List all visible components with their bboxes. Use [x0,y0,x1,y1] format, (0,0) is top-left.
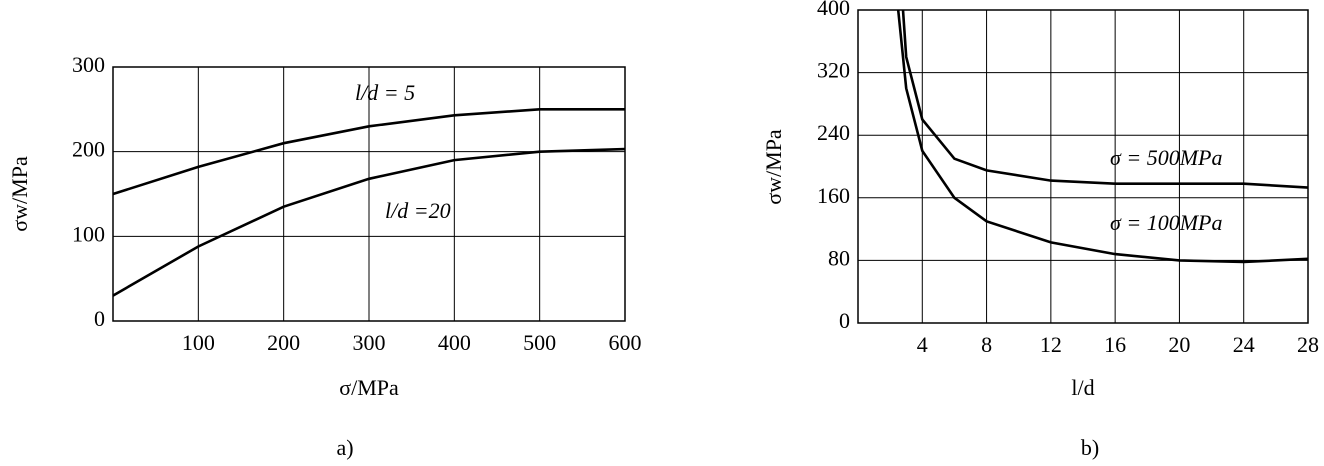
x-tick-label: 100 [182,330,215,355]
x-tick-label: 20 [1168,332,1190,357]
curve-label: σ = 100MPa [1110,210,1222,235]
y-axis-label: σw/MPa [761,129,786,205]
x-tick-label: 16 [1104,332,1126,357]
plot-frame [857,9,1309,324]
y-tick-label: 80 [828,245,850,270]
x-axis-label: σ/MPa [339,375,399,400]
x-tick-label: 300 [353,330,386,355]
x-tick-label: 12 [1040,332,1062,357]
curve [901,9,1309,189]
curve-label: σ = 500MPa [1110,145,1222,170]
y-tick-label: 400 [817,0,850,20]
y-tick-label: 0 [94,306,105,331]
y-tick-label: 200 [72,137,105,162]
x-tick-label: 400 [438,330,471,355]
curve [112,147,626,297]
x-tick-label: 8 [981,332,992,357]
y-tick-label: 240 [817,120,850,145]
x-tick-label: 24 [1233,332,1255,357]
curve-label: l/d =20 [385,198,451,223]
curve [896,9,1309,264]
y-tick-label: 160 [817,183,850,208]
x-tick-label: 4 [917,332,928,357]
y-tick-label: 320 [817,58,850,83]
curve [112,108,625,196]
x-tick-label: 500 [523,330,556,355]
x-tick-label: 28 [1297,332,1319,357]
y-tick-label: 0 [839,308,850,333]
y-axis-label: σw/MPa [7,156,32,232]
curve-label: l/d = 5 [355,80,415,105]
x-tick-label: 600 [609,330,642,355]
y-tick-label: 300 [72,52,105,77]
y-tick-label: 100 [72,221,105,246]
x-axis-label: l/d [1071,375,1094,400]
panel-label: a) [336,435,353,460]
x-tick-label: 200 [267,330,300,355]
panel-label: b) [1081,435,1099,460]
